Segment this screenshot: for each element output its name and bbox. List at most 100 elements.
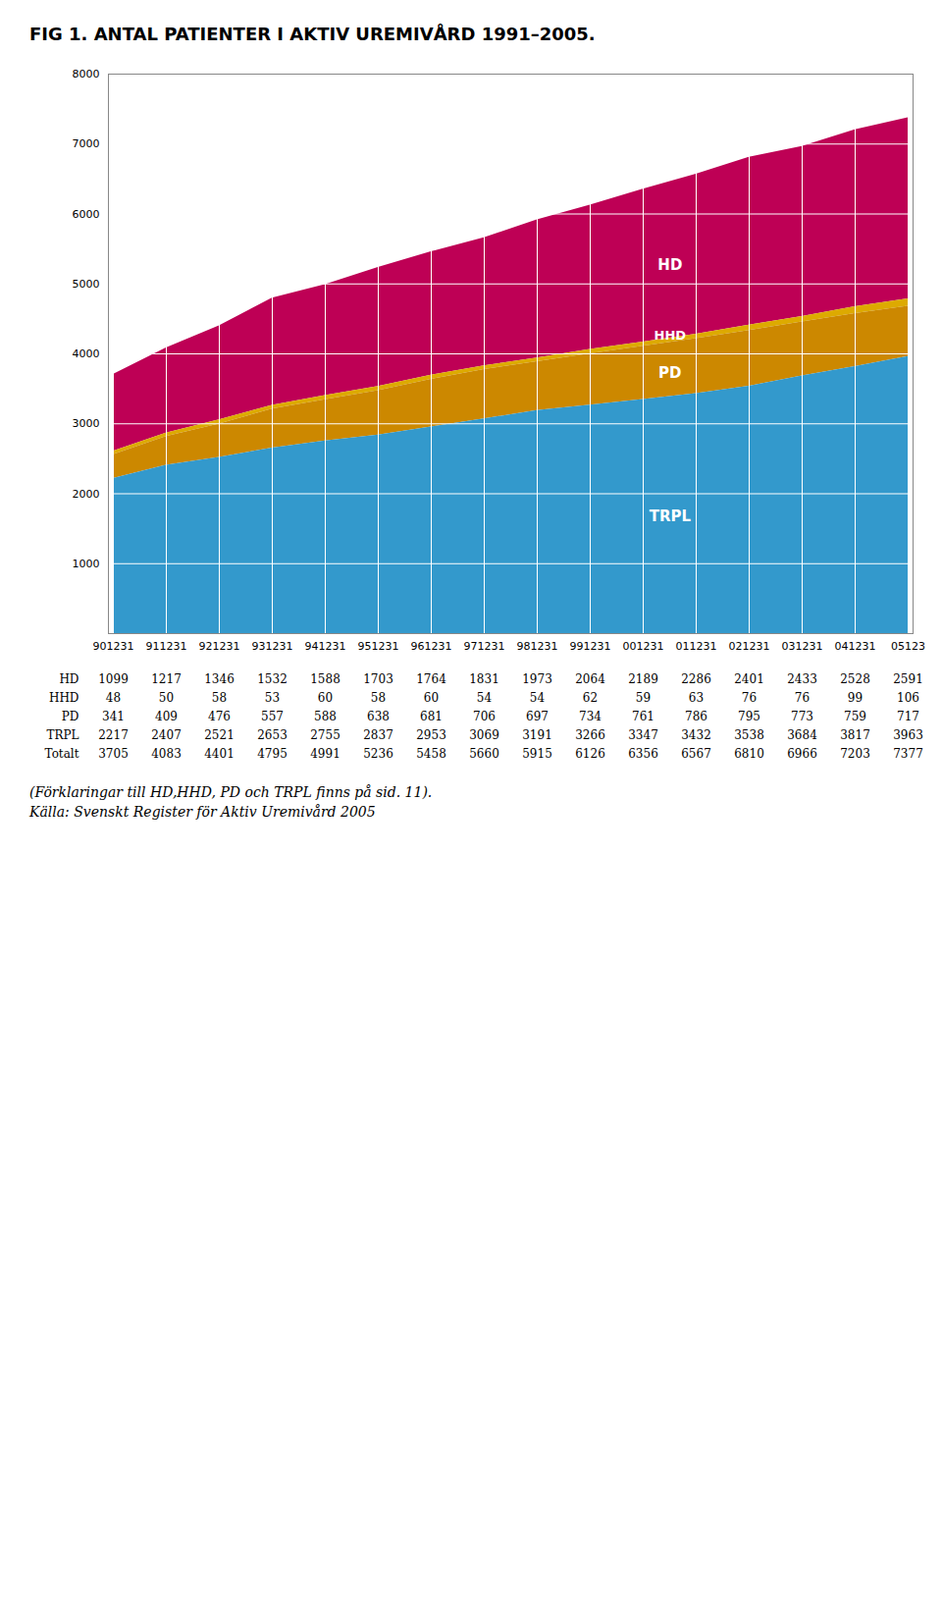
svg-text:48: 48 [105,690,121,705]
svg-text:HD: HD [657,256,682,274]
svg-text:911231: 911231 [146,639,188,653]
svg-text:1973: 1973 [522,672,553,686]
svg-text:6356: 6356 [628,746,659,761]
svg-text:59: 59 [635,690,651,705]
svg-text:931231: 931231 [252,639,294,653]
svg-text:63: 63 [688,690,704,705]
svg-text:54: 54 [476,690,493,705]
svg-text:4000: 4000 [72,347,101,361]
svg-text:6966: 6966 [786,746,818,761]
svg-text:PD: PD [61,709,80,724]
svg-text:58: 58 [370,690,386,705]
svg-text:021231: 021231 [729,639,771,653]
svg-text:941231: 941231 [305,639,347,653]
svg-text:773: 773 [790,709,814,724]
svg-text:681: 681 [419,709,443,724]
svg-text:2000: 2000 [72,487,101,501]
svg-text:60: 60 [317,690,333,705]
svg-text:58: 58 [211,690,227,705]
svg-text:7000: 7000 [72,137,101,151]
svg-text:4401: 4401 [204,746,235,761]
svg-text:1831: 1831 [469,672,500,686]
svg-text:1099: 1099 [98,672,129,686]
svg-text:901231: 901231 [93,639,135,653]
svg-text:476: 476 [208,709,231,724]
svg-text:8000: 8000 [72,67,101,81]
svg-text:HHD: HHD [49,690,80,705]
svg-text:3817: 3817 [839,728,871,742]
svg-text:795: 795 [737,709,761,724]
svg-text:3684: 3684 [786,728,818,742]
svg-text:2653: 2653 [257,728,288,742]
svg-text:6567: 6567 [680,746,712,761]
svg-text:921231: 921231 [199,639,241,653]
svg-text:3266: 3266 [575,728,606,742]
svg-text:3963: 3963 [892,728,924,742]
svg-text:PD: PD [658,364,681,382]
svg-text:1703: 1703 [363,672,394,686]
svg-text:2837: 2837 [363,728,394,742]
svg-text:1217: 1217 [151,672,182,686]
svg-text:5915: 5915 [522,746,553,761]
svg-text:2953: 2953 [416,728,447,742]
svg-text:041231: 041231 [835,639,877,653]
svg-text:734: 734 [578,709,602,724]
svg-text:031231: 031231 [782,639,824,653]
svg-text:106: 106 [896,690,920,705]
svg-text:60: 60 [423,690,439,705]
svg-text:2286: 2286 [680,672,712,686]
svg-text:697: 697 [525,709,549,724]
svg-text:TRPL: TRPL [46,728,79,742]
svg-text:3191: 3191 [522,728,553,742]
svg-text:991231: 991231 [570,639,612,653]
svg-text:7203: 7203 [839,746,871,761]
svg-text:4991: 4991 [310,746,341,761]
svg-text:3000: 3000 [72,417,101,430]
svg-text:971231: 971231 [464,639,506,653]
svg-text:1346: 1346 [204,672,235,686]
svg-text:99: 99 [847,690,863,705]
svg-text:TRPL: TRPL [649,507,692,525]
svg-text:3432: 3432 [680,728,712,742]
svg-text:706: 706 [472,709,496,724]
svg-text:2401: 2401 [733,672,765,686]
svg-text:2217: 2217 [98,728,129,742]
svg-text:HD: HD [58,672,79,686]
svg-text:2528: 2528 [839,672,871,686]
svg-text:5660: 5660 [469,746,500,761]
svg-text:05123: 05123 [890,639,926,653]
svg-text:3705: 3705 [98,746,129,761]
svg-text:2433: 2433 [786,672,818,686]
svg-text:951231: 951231 [358,639,400,653]
svg-text:6810: 6810 [733,746,765,761]
svg-text:1000: 1000 [72,557,101,571]
svg-text:5458: 5458 [416,746,447,761]
svg-text:76: 76 [741,690,757,705]
svg-text:2521: 2521 [204,728,235,742]
svg-text:341: 341 [102,709,125,724]
svg-text:5000: 5000 [72,277,101,291]
svg-text:3538: 3538 [733,728,765,742]
svg-text:2064: 2064 [575,672,606,686]
svg-text:761: 761 [631,709,655,724]
svg-text:1764: 1764 [416,672,447,686]
svg-text:588: 588 [314,709,337,724]
svg-text:50: 50 [158,690,174,705]
svg-text:011231: 011231 [676,639,718,653]
svg-text:961231: 961231 [411,639,453,653]
svg-text:6126: 6126 [575,746,606,761]
svg-text:2755: 2755 [310,728,341,742]
svg-text:717: 717 [896,709,920,724]
svg-text:2407: 2407 [151,728,182,742]
svg-text:786: 786 [684,709,708,724]
svg-text:76: 76 [794,690,810,705]
svg-text:7377: 7377 [892,746,924,761]
svg-text:1532: 1532 [257,672,288,686]
svg-text:Totalt: Totalt [45,746,80,761]
svg-text:981231: 981231 [517,639,559,653]
svg-text:HHD: HHD [654,327,687,343]
svg-text:5236: 5236 [363,746,394,761]
svg-text:4795: 4795 [257,746,288,761]
svg-text:3347: 3347 [628,728,659,742]
svg-text:557: 557 [261,709,284,724]
